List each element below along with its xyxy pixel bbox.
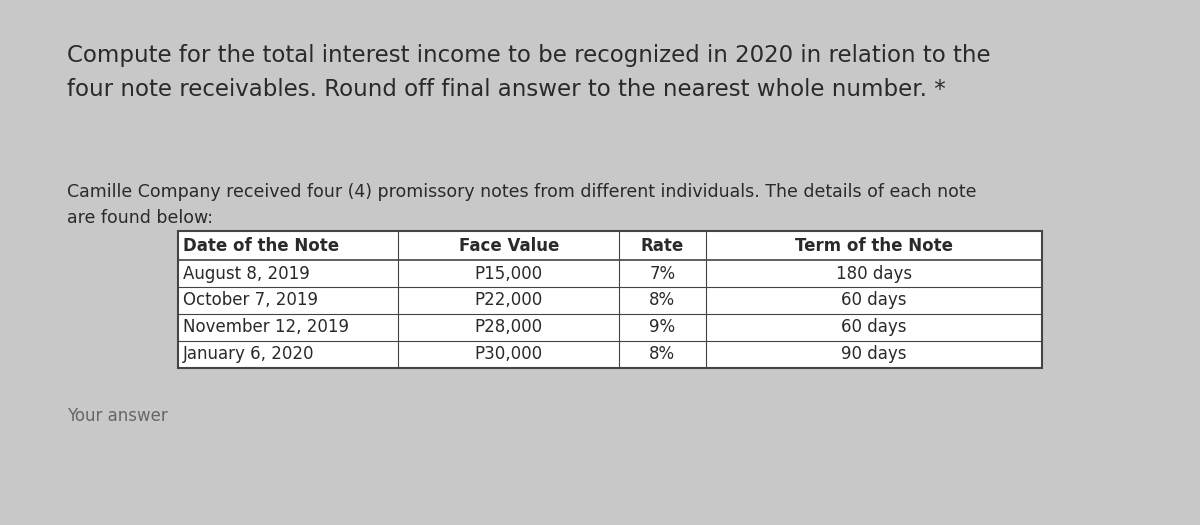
Text: November 12, 2019: November 12, 2019 <box>184 318 349 337</box>
Text: P28,000: P28,000 <box>475 318 542 337</box>
Text: P30,000: P30,000 <box>475 345 542 363</box>
Text: 180 days: 180 days <box>835 265 912 282</box>
Text: 9%: 9% <box>649 318 676 337</box>
Text: Rate: Rate <box>641 237 684 255</box>
Text: August 8, 2019: August 8, 2019 <box>184 265 310 282</box>
Text: Face Value: Face Value <box>458 237 559 255</box>
Text: 8%: 8% <box>649 345 676 363</box>
Text: Your answer: Your answer <box>67 407 168 425</box>
Text: 7%: 7% <box>649 265 676 282</box>
Bar <box>178 232 1042 368</box>
Text: P22,000: P22,000 <box>475 291 542 309</box>
Text: 8%: 8% <box>649 291 676 309</box>
Text: January 6, 2020: January 6, 2020 <box>184 345 314 363</box>
Text: Compute for the total interest income to be recognized in 2020 in relation to th: Compute for the total interest income to… <box>67 44 991 67</box>
Text: Date of the Note: Date of the Note <box>184 237 340 255</box>
Text: Term of the Note: Term of the Note <box>794 237 953 255</box>
Text: 90 days: 90 days <box>841 345 906 363</box>
Text: P15,000: P15,000 <box>475 265 542 282</box>
Text: four note receivables. Round off final answer to the nearest whole number. *: four note receivables. Round off final a… <box>67 78 946 101</box>
Text: 60 days: 60 days <box>841 291 906 309</box>
Text: Camille Company received four (4) promissory notes from different individuals. T: Camille Company received four (4) promis… <box>67 183 977 201</box>
Text: 60 days: 60 days <box>841 318 906 337</box>
Text: October 7, 2019: October 7, 2019 <box>184 291 318 309</box>
Text: are found below:: are found below: <box>67 209 214 227</box>
